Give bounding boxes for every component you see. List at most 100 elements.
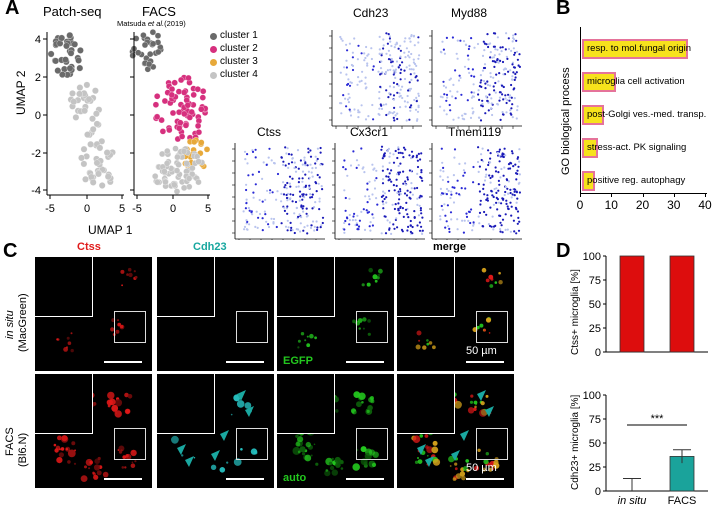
gene-point: [392, 73, 395, 76]
umap-point: [154, 32, 162, 39]
gene-point: [392, 81, 395, 84]
gene-point: [439, 215, 442, 218]
gene-point: [254, 156, 257, 159]
gene-point: [320, 185, 323, 188]
gene-point: [458, 162, 461, 165]
gene-point: [387, 33, 390, 36]
gene-point: [353, 37, 356, 40]
gene-point: [386, 168, 389, 171]
gene-point: [419, 194, 422, 197]
gene-point: [418, 54, 421, 57]
umap-point: [183, 160, 190, 167]
gene-point: [371, 193, 374, 196]
gene-point: [510, 196, 513, 199]
gene-point: [412, 35, 415, 38]
gene-point: [505, 199, 508, 202]
gene-point: [244, 158, 247, 161]
gene-point: [380, 107, 384, 110]
gene-point: [467, 219, 470, 222]
gene-point: [509, 188, 512, 191]
go-term-label: resp. to mol.fungal origin: [587, 43, 692, 54]
cell-signal: [483, 328, 486, 332]
gene-point: [445, 113, 448, 116]
gene-point: [494, 48, 497, 51]
gene-point: [413, 187, 416, 190]
umap-point: [180, 184, 188, 192]
gene-point: [447, 189, 450, 192]
gene-point: [364, 76, 367, 79]
gene-point: [395, 217, 398, 220]
umap-point: [159, 128, 167, 135]
cell-signal: [329, 465, 335, 471]
gene-point: [343, 66, 346, 69]
gene-point: [408, 118, 411, 121]
umap-point: [194, 122, 202, 130]
gene-point: [515, 39, 518, 42]
gene-point: [489, 84, 492, 87]
gene-point: [467, 67, 470, 70]
gene-point: [484, 175, 487, 178]
gene-point: [254, 148, 257, 151]
gene-point: [514, 33, 517, 36]
gene-point: [389, 68, 392, 71]
gene-point: [351, 219, 354, 222]
gene-point: [309, 226, 313, 229]
go-xtick-label: 40: [698, 198, 712, 212]
gene-point: [246, 220, 249, 223]
cell-signal: [134, 275, 138, 279]
gene-point: [288, 175, 292, 178]
gene-point: [410, 182, 413, 185]
cell-signal: [465, 459, 469, 463]
gene-point: [318, 200, 321, 203]
gene-point: [419, 158, 422, 161]
gene-point: [301, 207, 304, 210]
gene-point: [499, 228, 502, 231]
gene-point: [363, 228, 367, 231]
gene-point: [396, 191, 399, 194]
cell-signal: [354, 411, 357, 414]
gene-point: [421, 232, 424, 235]
gene-point: [256, 226, 259, 229]
gene-point: [518, 220, 521, 223]
gene-point: [307, 151, 310, 154]
gene-point: [252, 191, 255, 194]
gene-point: [284, 164, 287, 167]
gene-point: [499, 46, 502, 49]
gene-point: [303, 159, 306, 162]
cell-signal: [302, 452, 306, 456]
micrograph-insitu-red: [35, 257, 152, 371]
gene-point: [363, 52, 366, 55]
gene-point: [316, 228, 319, 231]
gene-point: [468, 210, 471, 214]
gene-point: [490, 102, 493, 105]
gene-point: [512, 219, 516, 222]
gene-point: [261, 200, 264, 203]
cell-signal: [114, 410, 122, 418]
gene-point: [512, 66, 516, 69]
gene-point: [304, 173, 307, 176]
gene-point: [506, 192, 510, 195]
gene-point: [385, 201, 388, 204]
gene-point: [286, 229, 289, 232]
gene-point: [296, 149, 300, 152]
gene-point: [344, 219, 347, 223]
gene-point: [351, 68, 355, 72]
gene-point: [405, 119, 408, 122]
gene-point: [461, 114, 464, 117]
gene-point: [412, 68, 415, 71]
gene-point: [282, 163, 285, 166]
gene-point: [348, 96, 351, 99]
gene-point: [314, 162, 317, 165]
umap-point: [140, 32, 147, 39]
umap-point: [59, 71, 66, 78]
gene-title-myd88: Myd88: [451, 6, 488, 20]
gene-point: [386, 150, 389, 153]
cell-signal: [65, 448, 69, 451]
gene-point: [498, 148, 501, 151]
scale-bar: [346, 361, 384, 363]
gene-point: [291, 200, 294, 203]
gene-point: [380, 148, 383, 151]
cell-signal: [454, 467, 458, 471]
cell-signal: [315, 462, 319, 466]
gene-point: [488, 224, 492, 228]
